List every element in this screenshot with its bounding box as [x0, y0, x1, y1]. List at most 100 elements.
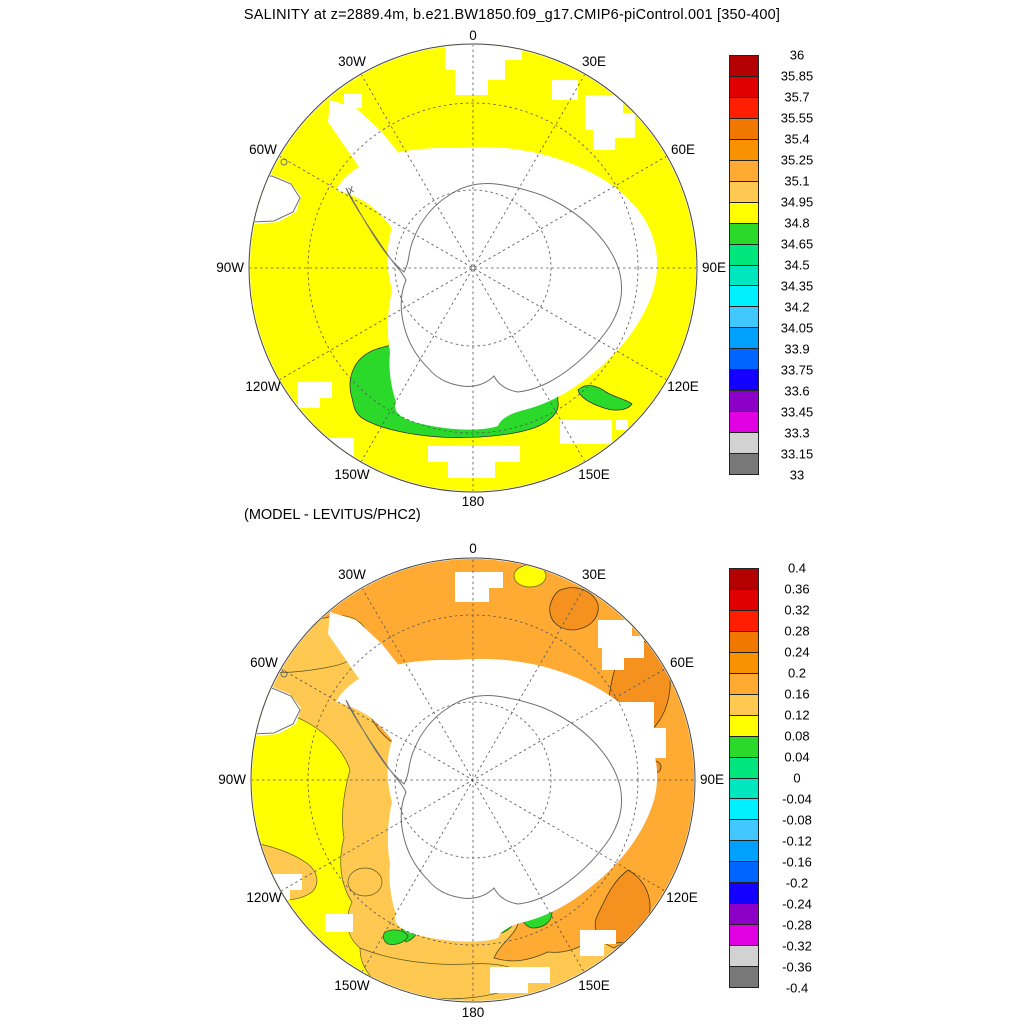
- salinity-colorbar: 36 35.85 35.7 35.55 35.4 35.25 35.1 34.95 34.8 34…: [729, 48, 839, 483]
- longitude-labels-bias: 0 30E 60E 90E 120E 150E 180 150W 120W 90…: [218, 541, 724, 1020]
- colorbar-cell: [730, 694, 758, 716]
- longitude-labels: 0 30E 60E 90E 120E 150E 180 150W 120W 90…: [216, 28, 726, 509]
- no-data-blob-south-180: [428, 446, 520, 478]
- colorbar-tick-label: -0.12: [782, 833, 812, 849]
- colorbar-tick-label: 35.7: [784, 89, 810, 105]
- colorbar-cell: [730, 286, 758, 308]
- no-data-blob-top-center: [445, 45, 522, 95]
- colorbar-cell: [730, 610, 758, 632]
- colorbar-cell: [730, 223, 758, 245]
- lon-label-90e: 90E: [702, 260, 726, 275]
- no-data-blob-southwest-2: [325, 914, 353, 932]
- graticule-group: [250, 45, 696, 491]
- no-data-blob-top-center: [455, 572, 503, 602]
- lon-label-150e: 150E: [578, 978, 610, 993]
- latitude-circle-inner: [394, 701, 552, 859]
- latitude-circle-outer: [307, 614, 639, 946]
- colorbar-tick-label: 34.5: [784, 257, 810, 273]
- colorbar-tick-label: 33.45: [780, 404, 814, 420]
- no-data-blob-southeast: [580, 930, 616, 956]
- colorbar-cell: [730, 715, 758, 737]
- lon-label-30w: 30W: [338, 54, 366, 69]
- colorbar-cell: [730, 946, 758, 968]
- antarctica-coastline: [345, 695, 623, 905]
- green-patch-east-tail: [577, 385, 633, 411]
- colorbar-tick-label: -0.04: [782, 791, 812, 807]
- salinity-map: 0 30E 60E 90E 120E 150E 180 150W 120W 90…: [216, 28, 726, 509]
- colorbar-tick-label: 0.28: [784, 623, 810, 639]
- lon-label-120e: 120E: [667, 379, 699, 394]
- bias-colorbar: 0.4 0.36 0.32 0.28 0.24 0.2 0.16 0.12 0.08 0.04 0 -…: [729, 561, 839, 996]
- colorbar-tick-label: 34.65: [780, 236, 814, 252]
- colorbar-tick-label: -0.36: [782, 959, 812, 975]
- colorbar-cell: [730, 673, 758, 695]
- lon-label-30e: 30E: [582, 54, 606, 69]
- no-data-blob-southeast-1: [560, 420, 612, 444]
- colorbar-cell: [730, 589, 758, 611]
- lon-label-150w: 150W: [334, 467, 370, 482]
- no-data-band-peninsula-west: [328, 100, 442, 258]
- no-data-blob-east: [620, 702, 666, 774]
- colorbar-cell: [730, 265, 758, 287]
- colorbar-tick-label: 35.25: [780, 152, 814, 168]
- no-data-blob-southeast-2: [616, 420, 628, 430]
- island-falkland: [280, 670, 288, 678]
- colorbar-tick-label: 0.2: [787, 665, 807, 681]
- lon-label-120w: 120W: [245, 379, 281, 394]
- colorbar-tick-label: 0.4: [787, 560, 807, 576]
- no-data-blob-top-small: [552, 80, 578, 100]
- no-data-blob-northeast: [585, 95, 635, 150]
- colorbar-cell: [730, 799, 758, 821]
- colorbar-cell: [730, 181, 758, 203]
- latitude-circle-inner: [394, 189, 552, 347]
- lon-label-180: 180: [462, 494, 485, 509]
- tierra-del-fuego-coastline: [250, 175, 301, 223]
- lon-label-120w: 120W: [246, 890, 282, 905]
- meridian-150: [361, 587, 585, 973]
- colorbar-tick-label: -0.2: [785, 875, 809, 891]
- colorbar-tick-label: 0.08: [784, 728, 810, 744]
- colorbar-cell: [730, 820, 758, 842]
- colorbar-tick-label: 35.85: [780, 68, 814, 84]
- colorbar-tick-label: -0.32: [782, 938, 812, 954]
- no-data-band-peninsula-west: [328, 612, 442, 770]
- colorbar-tick-label: 0.24: [784, 644, 810, 660]
- colorbar-tick-label: 36: [789, 47, 805, 63]
- colorbar-cell: [730, 736, 758, 758]
- colorbar-tick-label: 0.16: [784, 686, 810, 702]
- colorbar-tick-label: 33: [789, 467, 805, 483]
- colorbar-cell: [730, 244, 758, 266]
- colorbar-cell: [730, 56, 758, 77]
- colorbar-cell: [730, 757, 758, 779]
- colorbar-cell: [730, 652, 758, 674]
- colorbar-tick-label: 34.05: [780, 320, 814, 336]
- colorbar-tick-label: -0.16: [782, 854, 812, 870]
- lon-label-60w: 60W: [249, 142, 277, 157]
- colorbar-cells: [729, 55, 759, 475]
- colorbar-cell: [730, 967, 758, 988]
- colorbar-cell: [730, 97, 758, 119]
- lon-label-150w: 150W: [334, 978, 370, 993]
- colorbar-cell: [730, 569, 758, 590]
- salinity-bias-map: 0 30E 60E 90E 120E 150E 180 150W 120W 90…: [218, 541, 724, 1020]
- colorbar-cell: [730, 433, 758, 455]
- colorbar-tick-label: 0.04: [784, 749, 810, 765]
- figure-title: SALINITY at z=2889.4m, b.e21.BW1850.f09_…: [243, 7, 781, 23]
- colorbar-tick-label: 34.8: [784, 215, 810, 231]
- colorbar-cell: [730, 412, 758, 434]
- colorbar-cells: [729, 568, 759, 988]
- no-data-blob-northeast: [598, 620, 644, 670]
- colorbar-cell: [730, 370, 758, 392]
- colorbar-tick-label: 35.4: [784, 131, 810, 147]
- lon-label-90e: 90E: [700, 772, 724, 787]
- colorbar-cell: [730, 160, 758, 182]
- colorbar-cell: [730, 841, 758, 863]
- no-data-blob-south: [490, 967, 550, 993]
- island-south-orkney: [347, 185, 355, 195]
- map-boundary: [250, 557, 696, 1003]
- antarctica-coastline: [345, 183, 623, 393]
- graticule-group-bias: [252, 559, 694, 1001]
- lon-label-0: 0: [469, 541, 477, 556]
- colorbar-cell: [730, 883, 758, 905]
- colorbar-tick-label: 0: [793, 770, 801, 786]
